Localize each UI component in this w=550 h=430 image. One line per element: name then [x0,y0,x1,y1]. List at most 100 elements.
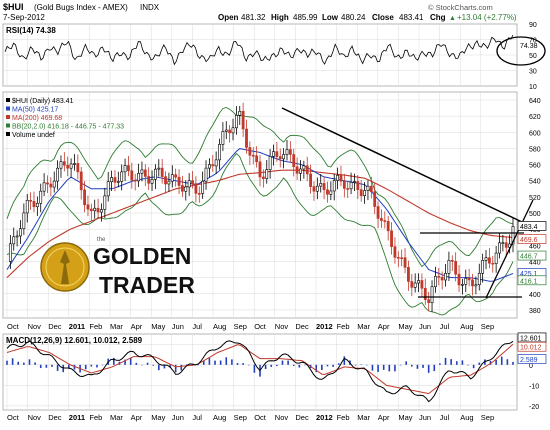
macd-histogram-bar [382,364,385,370]
x-tick-label: Dec [48,413,62,422]
candle-body [356,181,360,190]
x-tick-label: Jun [419,413,431,422]
candle-body [160,167,164,177]
candle-body [73,163,76,165]
macd-histogram-bar [337,363,340,365]
macd-histogram-bar [236,363,239,365]
price-tick-label: 500 [529,211,541,218]
macd-histogram-bar [141,364,143,366]
candle-body [288,149,292,155]
legend-entry: Volume undef [12,132,55,139]
candle-body [440,276,444,281]
candle-body [413,282,417,288]
candle-body [309,173,313,187]
candle-body [467,278,471,281]
macd-histogram-bar [124,359,126,365]
macd-histogram-bar [152,364,154,366]
x-tick-label: Oct [7,322,20,331]
x-tick-label: May [398,413,412,422]
candle-body [130,170,134,181]
candle-body [46,182,49,185]
chg-arrow-icon: ▲ [449,15,456,22]
candle-body [89,208,93,212]
candle-body [137,172,140,182]
candle-body [454,261,458,275]
candle-body [231,127,235,134]
candle-body [278,156,282,160]
macd-histogram-bar [17,361,20,365]
candle-body [386,221,390,232]
x-tick-label: Mar [357,413,370,422]
macd-histogram-bar [253,364,256,373]
macd-histogram-bar [247,364,250,366]
candle-body [369,185,373,193]
candle-body [285,149,289,155]
bollinger-upper-band [6,107,514,268]
candle-body [305,165,309,175]
candle-body [366,185,370,191]
candle-body [147,176,151,184]
candle-body [410,281,414,288]
candle-body [380,218,383,221]
candle-body [218,144,221,161]
candle-body [143,169,147,177]
candle-body [224,129,228,132]
candle-body [430,286,434,303]
x-tick-label: Dec [295,322,309,331]
candle-body [8,243,12,262]
high-label: High [271,13,289,22]
candle-body [349,182,353,190]
ma50-line [6,148,514,282]
price-tick-label: 460 [529,243,541,250]
candle-body [312,186,316,192]
macd-histogram-bar [146,362,149,365]
candle-body [299,168,302,174]
x-tick-label: May [151,322,165,331]
macd-histogram-bar [225,357,228,365]
chg-value: +13.04 (+2.77%) [457,13,517,22]
legend-swatch [6,98,10,102]
x-tick-label: May [151,413,165,422]
rsi-line [4,34,514,66]
candle-body [339,174,343,182]
candle-body [221,131,225,145]
logo-small-text: the [97,237,106,243]
price-tick-label: 600 [529,130,541,137]
macd-histogram-bar [68,364,70,369]
candle-body [295,166,299,174]
exchange-label: INDX [140,3,160,12]
candle-body [383,220,387,222]
candle-body [332,180,336,192]
price-legend: $HUI (Daily) 483.41 MA(50) 425.17MA(200) … [6,98,124,139]
x-tick-label: Jul [440,413,450,422]
x-tick-label: Jun [172,322,184,331]
candle-body [504,242,508,248]
macd-histogram-bar [500,356,503,365]
candle-body [302,165,306,170]
x-tick-label: Apr [378,413,390,422]
x-tick-label: Nov [28,322,42,331]
candle-body [460,284,464,286]
candle-body [268,156,272,170]
macd-histogram-bar [422,364,424,368]
legend-swatch [6,132,10,136]
x-tick-label: Oct [7,413,20,422]
x-tick-label: Aug [213,413,226,422]
candle-body [86,204,90,210]
candle-body [211,164,215,167]
index-name: (Gold Bugs Index - AMEX) [34,3,128,12]
candle-body [238,111,242,116]
macd-value-label: 2.589 [520,357,538,364]
x-tick-label: May [398,322,412,331]
legend-entry: MA(50) 425.17 [12,107,58,114]
macd-histogram-bar [90,364,93,367]
candle-body [234,114,238,129]
macd-histogram-bar [39,364,42,369]
candle-body [407,267,410,282]
legend-swatch [6,115,10,119]
candle-body [167,180,171,185]
legend-entry: BB(20,2.0) 416.18 - 446.75 - 477.33 [12,124,124,131]
coin-ring [45,247,85,287]
candle-body [174,174,178,178]
candle-body [457,273,461,286]
